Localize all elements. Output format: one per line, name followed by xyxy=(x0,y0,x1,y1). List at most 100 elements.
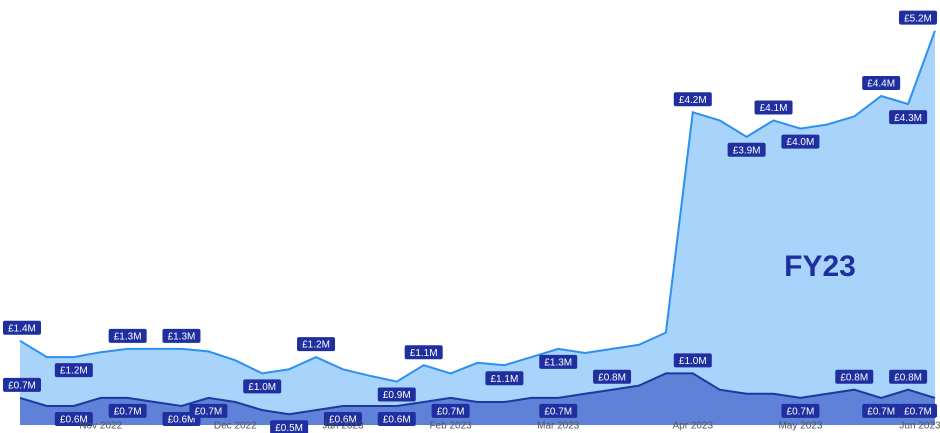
value-label: £5.2M xyxy=(899,10,937,25)
value-label: £4.1M xyxy=(754,100,793,115)
value-label: £0.7M xyxy=(899,403,937,418)
value-label-bg xyxy=(889,369,928,384)
x-tick-label: Nov 2022 xyxy=(79,421,122,432)
value-label-bg xyxy=(3,377,41,392)
value-label-text: £0.7M xyxy=(867,407,895,418)
areas xyxy=(19,30,936,425)
value-label-text: £0.8M xyxy=(598,372,626,383)
value-label: £1.0M xyxy=(673,353,712,368)
value-label-text: £0.7M xyxy=(544,407,572,418)
value-label: £1.3M xyxy=(162,328,201,343)
labels: £1.4M £1.2M £1.3M £1.3M £1.0M £1.2M £0.9M £1.1M… xyxy=(3,10,937,433)
value-label-text: £0.5M xyxy=(275,423,303,433)
area-line xyxy=(19,372,936,416)
x-tick-label: Apr 2023 xyxy=(672,421,713,432)
value-label-text: £4.0M xyxy=(787,137,815,148)
value-label: £1.3M xyxy=(539,354,578,369)
annotation: FY23 xyxy=(784,250,856,283)
value-label-text: £0.6M xyxy=(383,415,411,426)
value-label-text: £4.3M xyxy=(894,113,922,124)
value-label-text: £0.7M xyxy=(114,407,142,418)
value-label: £0.6M xyxy=(323,412,362,427)
value-label: £1.1M xyxy=(404,345,443,360)
value-label-text: £1.0M xyxy=(679,356,707,367)
value-label: £0.7M xyxy=(862,403,901,418)
x-tick-label: Mar 2023 xyxy=(537,421,580,432)
value-label: £0.7M xyxy=(431,403,470,418)
value-label: £1.4M xyxy=(3,320,41,335)
value-label-text: £5.2M xyxy=(904,13,932,24)
value-label: £0.5M xyxy=(270,420,309,433)
value-label-bg xyxy=(189,403,228,418)
value-label-text: £0.7M xyxy=(904,407,932,418)
value-label-bg xyxy=(727,142,766,157)
value-label: £4.2M xyxy=(673,92,712,107)
value-label-text: £3.9M xyxy=(733,145,761,156)
value-label: £0.7M xyxy=(3,377,41,392)
value-label-text: £1.2M xyxy=(60,366,88,377)
value-label-bg xyxy=(835,369,874,384)
value-label-bg xyxy=(539,403,578,418)
value-label-text: £0.7M xyxy=(437,407,465,418)
value-label-text: £1.1M xyxy=(410,348,438,359)
value-label-bg xyxy=(593,369,632,384)
area-fill xyxy=(20,30,935,425)
value-label-text: £0.9M xyxy=(383,390,411,401)
value-label-bg xyxy=(781,403,820,418)
value-label-text: £1.2M xyxy=(302,340,330,351)
value-label-bg xyxy=(377,387,416,402)
value-label-text: £1.3M xyxy=(114,332,142,343)
value-label-text: £1.4M xyxy=(8,323,36,334)
value-label-bg xyxy=(404,345,443,360)
area-line xyxy=(19,30,936,383)
value-label-bg xyxy=(162,328,201,343)
value-label-bg xyxy=(3,320,41,335)
value-label-bg xyxy=(899,10,937,25)
value-label-bg xyxy=(54,363,93,378)
value-label-text: £4.1M xyxy=(760,103,788,114)
value-label-bg xyxy=(754,100,793,115)
value-label-text: £0.7M xyxy=(787,407,815,418)
value-label-bg xyxy=(270,420,309,433)
value-label: £0.9M xyxy=(377,387,416,402)
value-label-bg xyxy=(673,353,712,368)
value-label-bg xyxy=(108,403,147,418)
value-label-text: £0.8M xyxy=(840,372,868,383)
value-label: £1.2M xyxy=(297,337,336,352)
value-label: £0.7M xyxy=(539,403,578,418)
value-label-text: £0.6M xyxy=(60,415,88,426)
value-label: £1.1M xyxy=(485,371,524,386)
x-tick-label: Jan 2023 xyxy=(322,421,364,432)
value-label: £0.8M xyxy=(889,369,928,384)
value-label-text: £0.7M xyxy=(8,381,36,392)
x-tick-label: Dec 2022 xyxy=(214,421,257,432)
value-label: £0.6M xyxy=(377,412,416,427)
value-label: £1.3M xyxy=(108,328,147,343)
value-label-text: £0.6M xyxy=(168,415,196,426)
value-label: £0.7M xyxy=(781,403,820,418)
value-label-text: £0.7M xyxy=(194,407,222,418)
value-label: £0.6M xyxy=(54,412,93,427)
value-label-bg xyxy=(108,328,147,343)
value-label-text: £4.4M xyxy=(867,79,895,90)
value-label: £0.8M xyxy=(835,369,874,384)
value-label-bg xyxy=(889,110,928,125)
x-tick-label: Jun 2023 xyxy=(899,421,940,432)
value-label: £3.9M xyxy=(727,142,766,157)
value-label: £0.7M xyxy=(108,403,147,418)
value-label: £1.0M xyxy=(243,379,282,394)
value-label-bg xyxy=(485,371,524,386)
value-label: £4.4M xyxy=(862,75,901,90)
value-label-text: £1.1M xyxy=(491,374,519,385)
value-label: £1.2M xyxy=(54,363,93,378)
value-label-text: £1.3M xyxy=(544,358,572,369)
value-label: £4.0M xyxy=(781,134,820,149)
value-label-bg xyxy=(297,337,336,352)
value-label-bg xyxy=(539,354,578,369)
value-label-text: £0.8M xyxy=(894,372,922,383)
area-fill xyxy=(20,373,935,425)
value-label-bg xyxy=(243,379,282,394)
value-label-bg xyxy=(323,412,362,427)
value-label-bg xyxy=(54,412,93,427)
